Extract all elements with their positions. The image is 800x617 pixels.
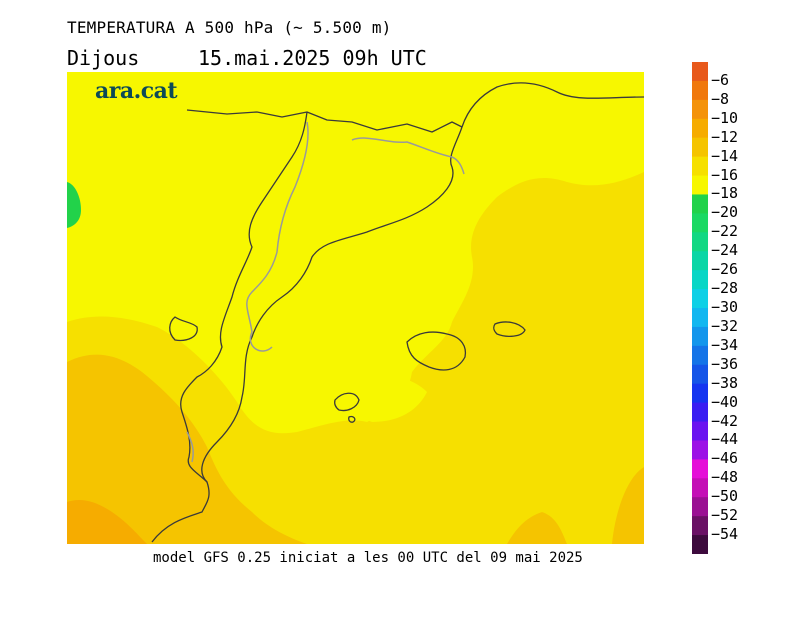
colorbar-segment (692, 440, 708, 460)
andorra-france-border (351, 137, 465, 175)
colorbar-tick-label: −34 (711, 335, 739, 354)
colorbar-segment (692, 326, 708, 347)
colorbar-segment (692, 118, 708, 139)
colorbar-tick-label: −54 (711, 525, 739, 544)
colorbar-segment (692, 232, 708, 252)
colorbar-segment (692, 137, 708, 158)
colorbar-segment (692, 497, 708, 517)
ibiza (333, 392, 360, 412)
colorbar-segment (692, 289, 708, 309)
colorbar-tick-label: −12 (711, 127, 739, 146)
colorbar-tick-label: −28 (711, 279, 739, 298)
colorbar-tick-label: −36 (711, 354, 739, 373)
mallorca (406, 331, 467, 371)
forecast-datetime: 15.mai.2025 09h UTC (198, 46, 427, 70)
colorbar-segment (692, 80, 708, 101)
field-region-orange-mid (67, 354, 307, 544)
colorbar-tick-label: −10 (711, 108, 739, 127)
colorbar-segment (692, 345, 708, 366)
colorbar-segment (692, 308, 708, 328)
colorbar-tick-label: −48 (711, 468, 739, 487)
colorbar-tick-label: −52 (711, 506, 739, 525)
field-region-yellow-pocket (279, 321, 318, 373)
colorbar-segment (692, 535, 708, 554)
colorbar-tick-label: −8 (711, 89, 730, 108)
model-run-caption: model GFS 0.25 iniciat a les 00 UTC del … (153, 550, 583, 566)
formentera (348, 415, 356, 423)
forecast-day: Dijous (67, 46, 140, 70)
colorbar-tick-label: −50 (711, 487, 739, 506)
colorbar-segment (692, 99, 708, 120)
valencia-border (186, 431, 194, 463)
ara-cat-logo[interactable]: ara.cat (95, 78, 178, 104)
colorbar-segment (692, 516, 708, 536)
colorbar-segment (692, 478, 708, 498)
catalan-coast (151, 126, 463, 543)
valencia-inland (169, 316, 198, 342)
colorbar-tick-label: −16 (711, 165, 739, 184)
colorbar-segment (692, 459, 708, 479)
colorbar-segment (692, 251, 708, 271)
colorbar-segment (692, 402, 708, 423)
colorbar-tick-label: −18 (711, 184, 739, 203)
colorbar-tick-label: −20 (711, 203, 739, 222)
field-region-orange-light (67, 172, 644, 544)
field-region-yellow-pocket-2 (359, 376, 427, 422)
colorbar-tick-label: −22 (711, 222, 739, 241)
pyrenees-border (186, 109, 463, 133)
colorbar-segment (692, 421, 708, 442)
colorbar-segment (692, 270, 708, 290)
colorbar-segment (692, 175, 708, 196)
colorbar-tick-label: −26 (711, 260, 739, 279)
colorbar-tick-label: −46 (711, 449, 739, 468)
temperature-map (67, 72, 644, 544)
colorbar-tick-label: −32 (711, 316, 739, 335)
colorbar-tick-label: −24 (711, 241, 739, 260)
field-region-orange-dark (67, 500, 147, 544)
temperature-colorbar (692, 62, 708, 554)
colorbar-segment (692, 62, 708, 82)
colorbar-tick-label: −38 (711, 373, 739, 392)
colorbar-tick-label: −40 (711, 392, 739, 411)
colorbar-tick-label: −42 (711, 411, 739, 430)
colorbar-tick-label: −14 (711, 146, 739, 165)
colorbar-segment (692, 194, 708, 214)
colorbar-segment (692, 364, 708, 385)
colorbar-tick-label: −6 (711, 70, 730, 89)
colorbar-segment (692, 213, 708, 233)
colorbar-tick-label: −30 (711, 298, 739, 316)
chart-title: TEMPERATURA A 500 hPa (~ 5.500 m) (67, 18, 392, 37)
colorbar-segment (692, 156, 708, 177)
field-region-orange-mid-east (507, 467, 644, 544)
admin-borders (186, 121, 465, 463)
france-coast-north (461, 82, 644, 128)
menorca (493, 321, 526, 337)
field-region-green (67, 182, 81, 228)
catalonia-aragon-border (246, 121, 309, 352)
colorbar-segment (692, 383, 708, 404)
colorbar-tick-label: −44 (711, 430, 739, 449)
